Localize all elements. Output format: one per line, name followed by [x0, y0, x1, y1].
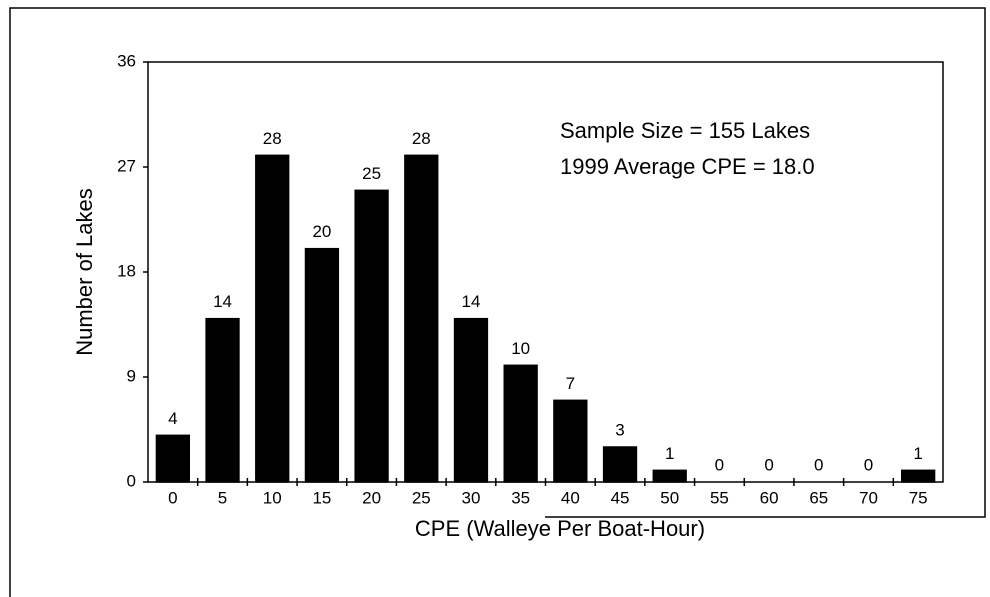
data-label: 14 [213, 292, 232, 311]
data-label: 28 [412, 129, 431, 148]
data-label: 0 [715, 455, 724, 474]
x-tick-label: 35 [511, 488, 530, 507]
x-tick-label: 70 [859, 488, 878, 507]
x-tick-label: 20 [362, 488, 381, 507]
bar [602, 446, 638, 483]
bar [354, 189, 389, 483]
data-label: 0 [814, 455, 823, 474]
data-label: 7 [566, 374, 575, 393]
data-label: 1 [913, 444, 922, 463]
data-label: 3 [615, 420, 624, 439]
bar [652, 469, 687, 483]
bar [255, 154, 290, 483]
data-label: 4 [168, 409, 177, 428]
y-tick-label: 18 [117, 261, 136, 280]
bar [503, 364, 538, 483]
bar [901, 469, 936, 483]
data-label: 1 [665, 444, 674, 463]
x-tick-label: 30 [462, 488, 481, 507]
bar [453, 317, 489, 483]
x-tick-label: 10 [263, 488, 282, 507]
x-tick-label: 25 [412, 488, 431, 507]
x-tick-label: 0 [168, 488, 177, 507]
x-tick-label: 60 [760, 488, 779, 507]
bar [304, 247, 340, 483]
x-tick-label: 15 [312, 488, 331, 507]
data-label: 14 [462, 292, 481, 311]
bar [553, 399, 588, 483]
y-tick-label: 0 [127, 471, 136, 490]
bar [205, 317, 240, 483]
data-label: 10 [511, 339, 530, 358]
data-label: 25 [362, 164, 381, 183]
data-label: 0 [764, 455, 773, 474]
data-label: 28 [263, 129, 282, 148]
y-tick-label: 36 [117, 51, 136, 70]
x-tick-label: 45 [611, 488, 630, 507]
x-tick-label: 40 [561, 488, 580, 507]
annotation: Sample Size = 155 Lakes [560, 118, 810, 143]
bar [155, 434, 190, 483]
annotation: 1999 Average CPE = 18.0 [560, 154, 815, 179]
x-tick-label: 65 [809, 488, 828, 507]
x-tick-label: 50 [660, 488, 679, 507]
bar [404, 154, 439, 483]
data-label: 20 [312, 222, 331, 241]
data-label: 0 [864, 455, 873, 474]
y-tick-label: 9 [127, 366, 136, 385]
x-tick-label: 5 [218, 488, 227, 507]
x-tick-label: 55 [710, 488, 729, 507]
frame [9, 7, 986, 597]
y-tick-label: 27 [117, 156, 136, 175]
x-axis-label: CPE (Walleye Per Boat-Hour) [415, 516, 705, 541]
y-axis-label: Number of Lakes [72, 188, 97, 356]
x-tick-label: 75 [909, 488, 928, 507]
